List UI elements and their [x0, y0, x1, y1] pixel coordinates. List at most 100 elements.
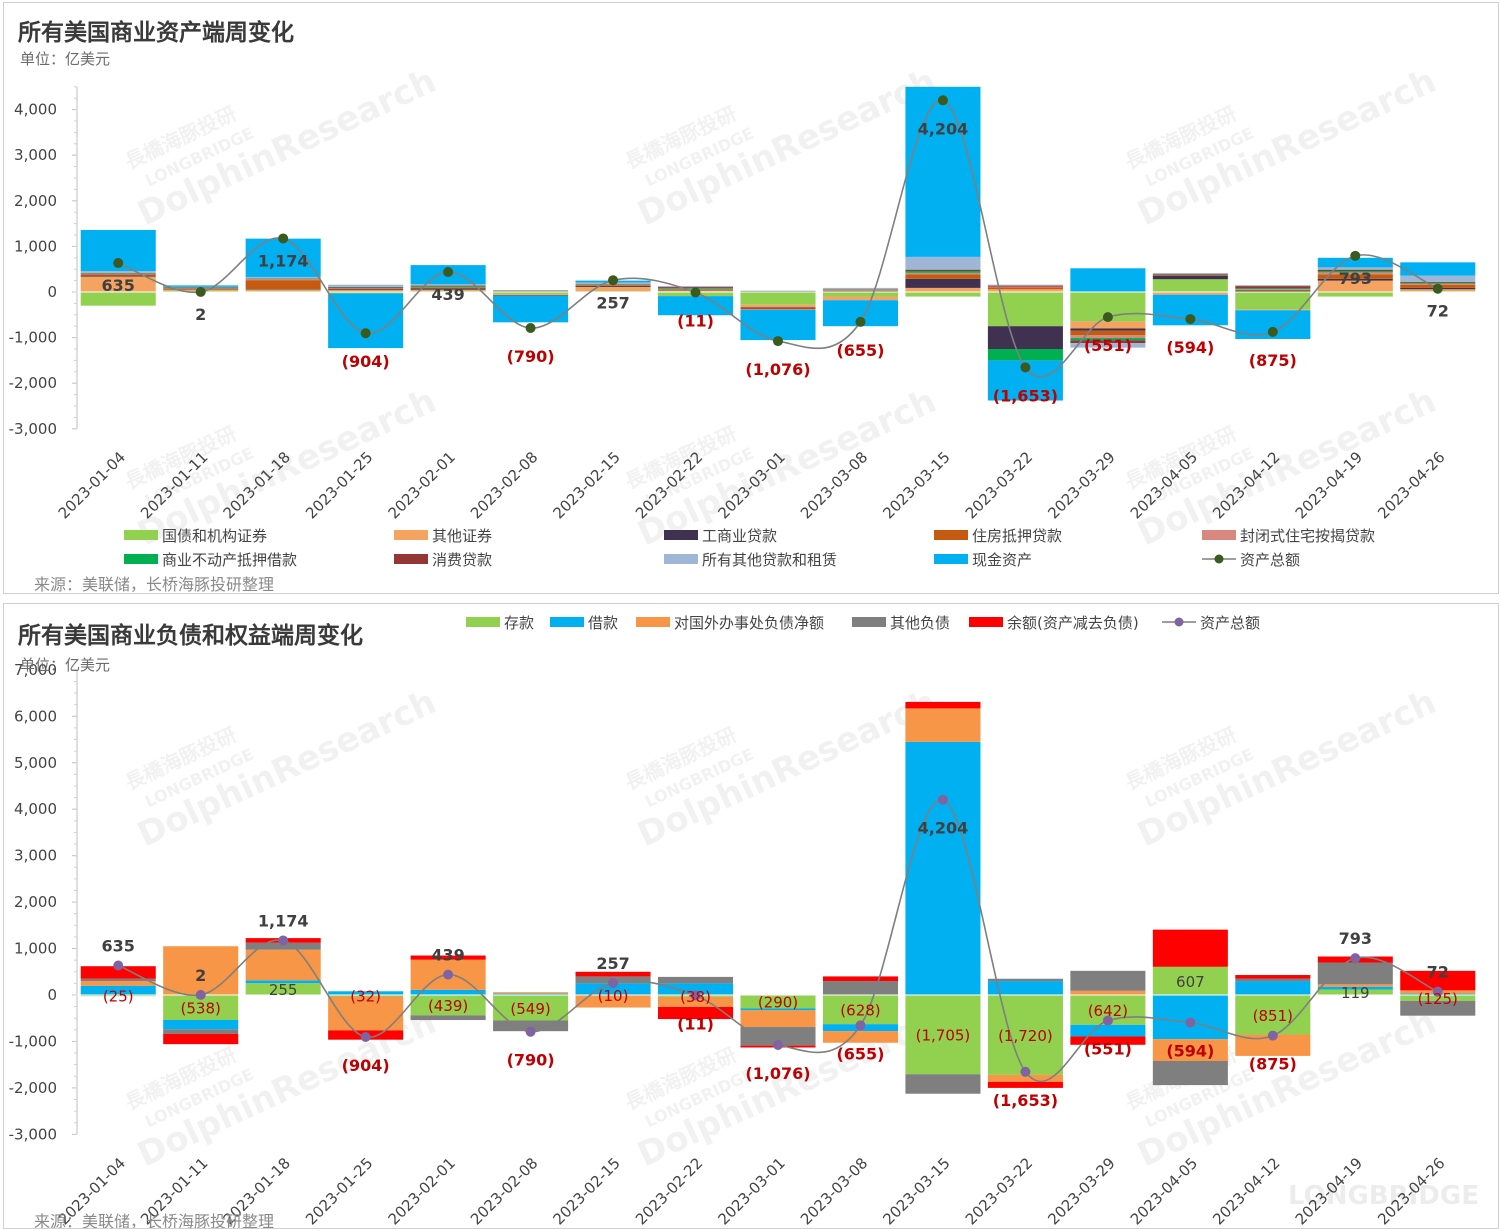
bar-segment [328, 995, 404, 997]
bar-segment [575, 286, 651, 287]
x-tick-label: 2023-02-15 [550, 1154, 624, 1228]
y-tick-label: 3,000 [14, 146, 57, 164]
x-tick-label: 2023-01-25 [302, 1154, 376, 1228]
legend-label: 存款 [504, 614, 534, 632]
legend-marker [1214, 554, 1224, 564]
y-tick-label: 5,000 [14, 754, 57, 772]
bar-segment [740, 1008, 816, 1011]
y-tick-label: 1,000 [14, 237, 57, 255]
bar-segment [163, 1019, 239, 1030]
total-point [443, 969, 454, 980]
bar-segment [1152, 292, 1228, 295]
bar-segment [987, 1074, 1063, 1082]
legend-label: 余额(资产减去负债) [1007, 614, 1139, 632]
bar-segment [1235, 981, 1311, 995]
bar-segment [80, 272, 156, 274]
bar-segment [740, 309, 816, 311]
bar-segment [658, 976, 734, 984]
total-label: 257 [596, 293, 629, 312]
total-point [443, 266, 454, 277]
corner-watermark: LONGBRIDGE [1288, 1181, 1479, 1211]
bar-segment [328, 292, 404, 294]
bar-segment [905, 274, 981, 279]
x-tick-label: 2023-03-01 [714, 1154, 788, 1228]
bar-segment [658, 296, 734, 316]
y-tick-label: 2,000 [14, 893, 57, 911]
total-label: 439 [431, 946, 464, 965]
bar-segment [740, 310, 816, 341]
y-tick-label: 4,000 [14, 101, 57, 119]
bar-segment [80, 273, 156, 274]
x-tick-label: 2023-03-22 [962, 1154, 1036, 1228]
total-point [195, 989, 206, 1000]
bar-segment [245, 276, 321, 279]
segment-label: (10) [598, 987, 629, 1005]
total-label: 2 [195, 305, 206, 324]
legend-swatch [394, 530, 428, 540]
bar-segment [493, 290, 569, 292]
total-point [773, 336, 783, 347]
total-label: (655) [836, 1044, 884, 1063]
bar-segment [245, 280, 321, 290]
total-label: (11) [677, 1015, 714, 1034]
bar-segment [905, 271, 981, 273]
bar-segment [658, 1006, 734, 1020]
total-point [937, 794, 948, 805]
bar-segment [1070, 268, 1146, 292]
legend-swatch [124, 554, 158, 564]
bar-segment [410, 955, 486, 960]
bar-segment [1152, 995, 1228, 1040]
segment-label: (642) [1088, 1002, 1128, 1020]
bar-segment [328, 284, 404, 287]
bar-segment [905, 256, 981, 270]
total-point [1102, 1015, 1113, 1026]
bar-segment [740, 290, 816, 292]
bar-segment [80, 271, 156, 273]
data-labels: 635 2 1,174 (904) 439 (790) 257 (11) (1,076) (655… [102, 119, 1449, 405]
y-tick-label: -1,000 [9, 1032, 57, 1050]
bar-segment [740, 1010, 816, 1028]
bar-segment [328, 287, 404, 288]
bar-segment [905, 995, 981, 1075]
bar-segment [822, 995, 898, 1025]
total-point [608, 978, 619, 989]
total-label: 1,174 [258, 251, 309, 270]
y-tick-label: 0 [47, 986, 57, 1004]
bar-segment [163, 946, 239, 995]
segment-label: (628) [840, 1002, 880, 1020]
bar-segment [1317, 278, 1393, 281]
total-label: (594) [1166, 1042, 1214, 1061]
bar-segment [328, 288, 404, 290]
total-point [1020, 1066, 1031, 1077]
bar-segment [658, 286, 734, 288]
bar-segment [1152, 279, 1228, 292]
legend-swatch [466, 617, 500, 627]
bar-segment [493, 294, 569, 296]
y-tick-label: -3,000 [9, 420, 57, 438]
segment-label: 255 [269, 981, 298, 999]
legend-label: 商业不动产抵押借款 [162, 551, 297, 569]
segment-label: (538) [181, 999, 221, 1017]
segment-label: (125) [1418, 990, 1458, 1008]
bar-segment [80, 981, 156, 986]
total-label: 793 [1339, 269, 1372, 288]
bar-segment [1317, 280, 1393, 292]
bar-segment [493, 1020, 569, 1032]
bar-segment [245, 942, 321, 950]
bar-segment [328, 293, 404, 349]
bar-segment [1070, 343, 1146, 348]
x-tick-label: 2023-03-29 [1044, 1154, 1118, 1228]
legend-swatch [124, 530, 158, 540]
legend-label: 对国外办事处负债净额 [674, 614, 824, 632]
x-tick-label: 2023-03-22 [962, 448, 1036, 522]
total-point [690, 990, 701, 1001]
y-tick-label: -2,000 [9, 374, 57, 392]
y-tick-label: 6,000 [14, 707, 57, 725]
legend-label: 国债和机构证券 [162, 527, 267, 545]
bar-segment [1235, 285, 1311, 287]
bar-segment [80, 275, 156, 277]
bar-segment [822, 292, 898, 297]
